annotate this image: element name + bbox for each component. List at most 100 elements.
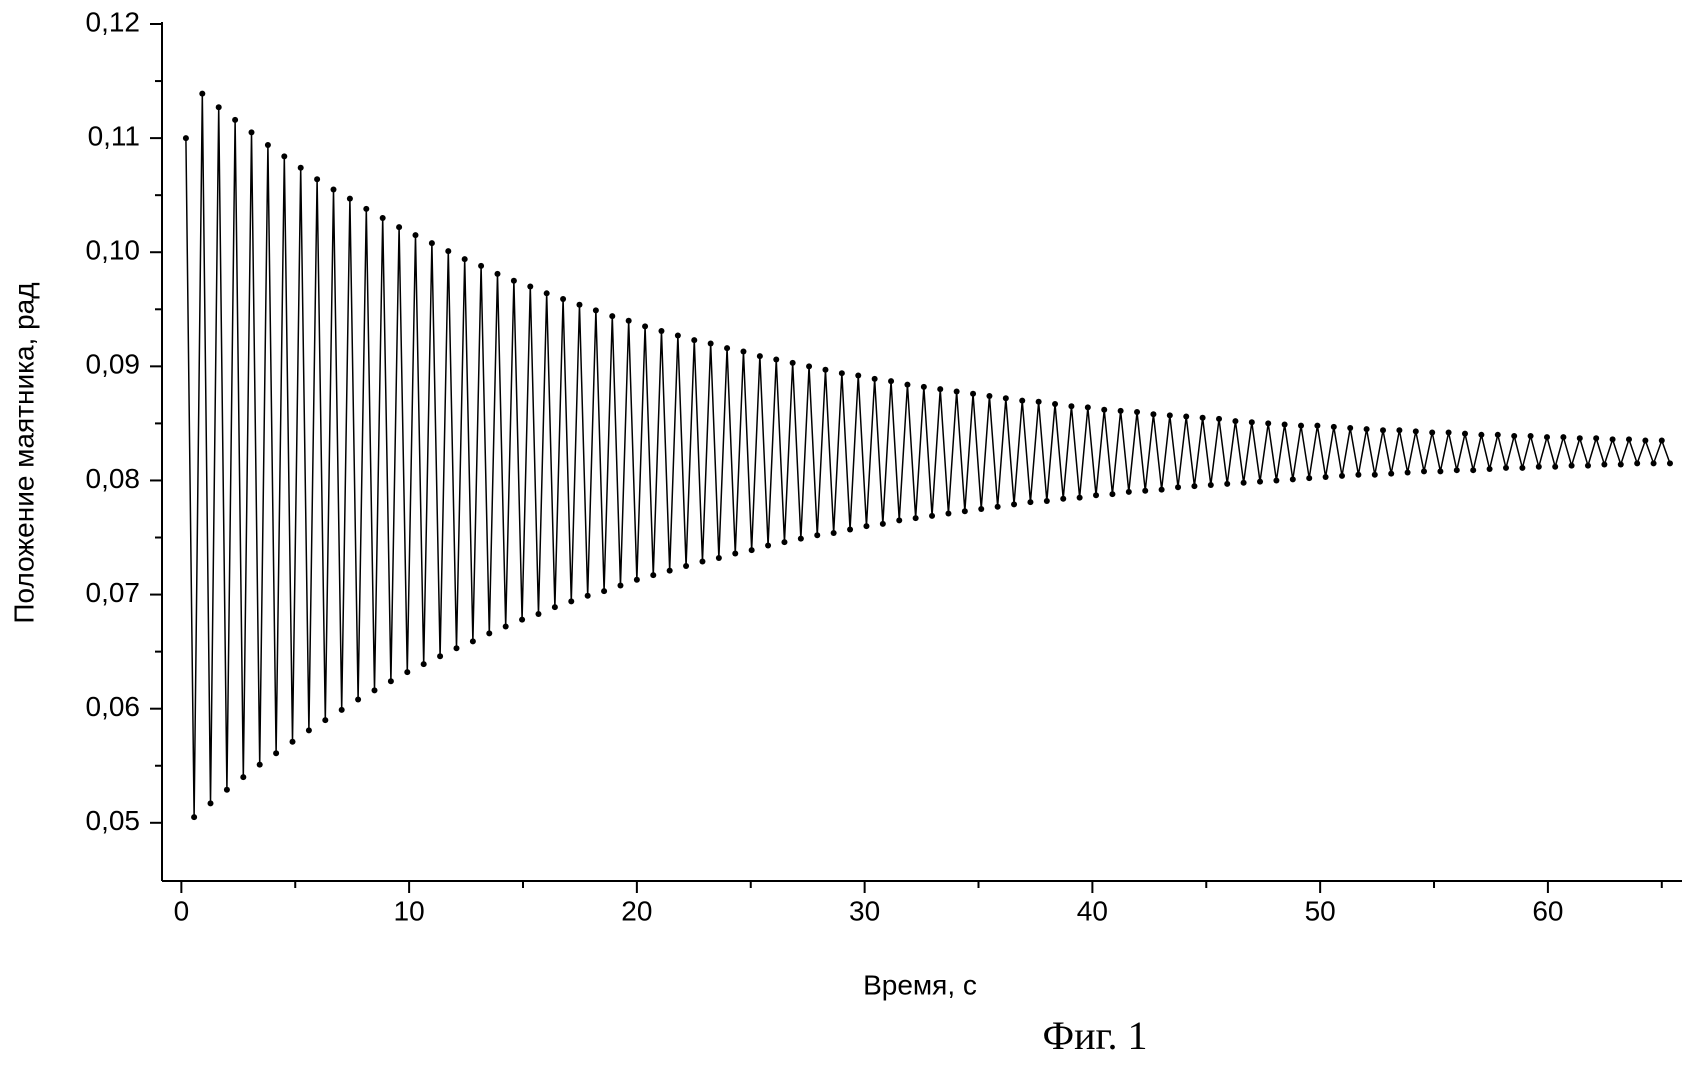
data-point (592, 307, 599, 314)
data-point (978, 505, 985, 512)
data-point (1461, 430, 1468, 437)
figure-caption: Фиг. 1 (1043, 1013, 1148, 1058)
data-point (223, 786, 230, 793)
data-point (1298, 422, 1305, 429)
data-point (1093, 492, 1100, 499)
data-point (1109, 491, 1116, 498)
data-point (732, 550, 739, 557)
data-point (1601, 461, 1608, 468)
data-point (1355, 471, 1362, 478)
data-point (683, 563, 690, 570)
y-axis-label: Положение маятника, рад (8, 282, 39, 623)
data-point (453, 645, 460, 652)
data-point (1002, 395, 1009, 402)
data-point (715, 555, 722, 562)
data-point (494, 270, 501, 277)
data-point (232, 116, 239, 123)
data-point (691, 337, 698, 344)
data-point (1658, 437, 1665, 444)
data-point (1035, 398, 1042, 405)
y-tick-label: 0,10 (86, 235, 141, 266)
data-point (314, 176, 321, 183)
data-point (478, 262, 485, 269)
data-point (625, 317, 632, 324)
data-point (1068, 403, 1075, 410)
data-point (699, 558, 706, 565)
data-point (1371, 471, 1378, 478)
data-point (1166, 412, 1173, 419)
data-point (273, 750, 280, 757)
data-point (1027, 499, 1034, 506)
data-point (1289, 476, 1296, 483)
x-tick-label: 60 (1532, 895, 1563, 926)
data-point (1502, 464, 1509, 471)
data-point (322, 717, 329, 724)
data-point (1568, 462, 1575, 469)
data-point (1494, 431, 1501, 438)
data-point (609, 313, 616, 320)
data-point (363, 205, 370, 212)
data-point (1134, 408, 1141, 415)
data-point (797, 535, 804, 542)
data-point (929, 512, 936, 519)
data-point (650, 572, 657, 579)
data-point (847, 526, 854, 533)
data-point (1437, 468, 1444, 475)
x-tick-label: 0 (174, 895, 190, 926)
data-point (1273, 477, 1280, 484)
data-point (1470, 467, 1477, 474)
data-point (248, 129, 255, 136)
data-point (1281, 421, 1288, 428)
data-point (535, 610, 542, 617)
data-point (1634, 460, 1641, 467)
y-tick-label: 0,12 (86, 6, 141, 37)
data-point (1257, 478, 1264, 485)
data-point (355, 696, 362, 703)
data-point (1019, 397, 1026, 404)
data-point (1347, 424, 1354, 431)
data-point (437, 653, 444, 660)
data-point (1650, 460, 1657, 467)
x-tick-label: 20 (621, 895, 652, 926)
data-point (617, 582, 624, 589)
data-point (264, 141, 271, 148)
data-point (379, 214, 386, 221)
data-point (1043, 497, 1050, 504)
data-point (765, 542, 772, 549)
data-point (1584, 462, 1591, 469)
data-point (1101, 406, 1108, 413)
data-point (1511, 432, 1518, 439)
data-point (1388, 470, 1395, 477)
data-point (1183, 413, 1190, 420)
data-point (1429, 429, 1436, 436)
data-point (1560, 434, 1567, 441)
data-point (888, 378, 895, 385)
data-point (1232, 418, 1239, 425)
data-point (994, 503, 1001, 510)
data-point (1207, 482, 1214, 489)
data-point (560, 296, 567, 303)
data-point (412, 232, 419, 239)
data-point (822, 366, 829, 373)
data-point (1552, 463, 1559, 470)
data-point (1535, 463, 1542, 470)
data-point (510, 277, 517, 284)
data-point (1617, 461, 1624, 468)
data-point (346, 195, 353, 202)
data-point (1158, 486, 1165, 493)
data-point (519, 616, 526, 623)
data-point (756, 353, 763, 360)
y-tick-label: 0,06 (86, 691, 141, 722)
data-point (527, 283, 534, 290)
data-point (428, 240, 435, 247)
data-point (855, 372, 862, 379)
data-point (1314, 422, 1321, 429)
data-point (1052, 401, 1059, 408)
data-point (584, 592, 591, 599)
data-point (486, 630, 493, 637)
data-point (330, 186, 337, 193)
data-point (658, 327, 665, 334)
data-point (986, 393, 993, 400)
